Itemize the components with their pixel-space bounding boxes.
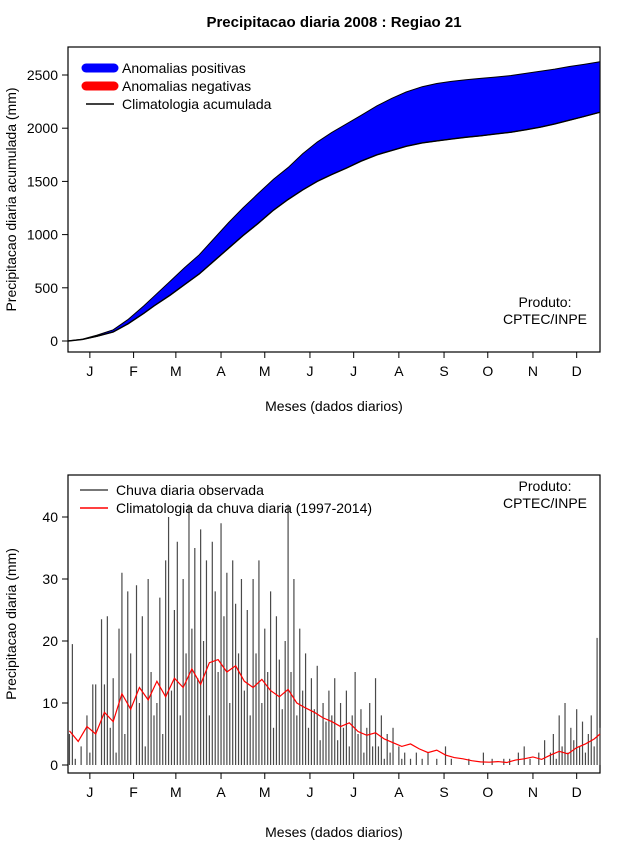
svg-text:D: D (572, 784, 582, 800)
svg-text:F: F (129, 363, 138, 379)
y-axis-title: Precipitacao diaria (mm) (3, 548, 19, 700)
plot-box (67, 474, 601, 774)
svg-text:S: S (439, 784, 448, 800)
chart-title: Precipitacao diaria 2008 : Regiao 21 (206, 14, 462, 31)
svg-text:J: J (306, 784, 313, 800)
svg-text:J: J (86, 363, 93, 379)
svg-text:A: A (216, 363, 226, 379)
svg-text:O: O (482, 363, 493, 379)
daily-rain-bars (68, 504, 601, 765)
svg-text:F: F (129, 784, 138, 800)
svg-text:Precipitacao diaria acumulada: Precipitacao diaria acumulada (mm) (3, 87, 19, 311)
svg-text:J: J (350, 784, 357, 800)
product-annotation: Produto:CPTEC/INPE (503, 294, 587, 327)
legend: Anomalias positivas Anomalias negativas Cl… (81, 60, 272, 112)
legend: Chuva diaria observada Climatologia da ch… (80, 482, 372, 516)
svg-text:Climatologia da chuva diaria (: Climatologia da chuva diaria (1997-2014) (116, 500, 372, 516)
svg-text:1000: 1000 (27, 227, 58, 243)
svg-text:M: M (259, 363, 271, 379)
svg-text:1500: 1500 (27, 173, 58, 189)
y-axis: 0 10 20 30 40 (42, 509, 68, 773)
climatology-accumulated-line (67, 111, 601, 342)
svg-text:A: A (394, 363, 404, 379)
svg-text:CPTEC/INPE: CPTEC/INPE (503, 311, 587, 327)
svg-text:J: J (86, 784, 93, 800)
svg-text:D: D (572, 363, 582, 379)
svg-text:S: S (439, 363, 448, 379)
svg-text:A: A (394, 784, 404, 800)
svg-text:2500: 2500 (27, 67, 58, 83)
svg-text:30: 30 (42, 571, 58, 587)
daily-precipitation-chart: 0 10 20 30 40 Precipitacao diaria (mm) J F M A M J J… (3, 474, 601, 800)
svg-text:0: 0 (50, 333, 58, 349)
cumulative-precipitation-chart: 0 500 1000 1500 2000 2500 Precipitacao diaria … (3, 46, 601, 379)
svg-text:0: 0 (50, 757, 58, 773)
svg-text:A: A (216, 784, 226, 800)
top-x-axis-label: Meses (dados diarios) (265, 398, 403, 414)
plot-box (67, 46, 601, 353)
svg-text:Anomalias positivas: Anomalias positivas (122, 60, 246, 76)
bottom-x-axis-label: Meses (dados diarios) (265, 824, 403, 840)
svg-text:2000: 2000 (27, 120, 58, 136)
svg-text:Produto:: Produto: (519, 294, 572, 310)
svg-text:M: M (259, 784, 271, 800)
svg-text:M: M (170, 363, 182, 379)
svg-text:M: M (170, 784, 182, 800)
daily-climatology-line (68, 658, 601, 764)
y-axis: 0 500 1000 1500 2000 2500 (27, 67, 68, 349)
svg-text:10: 10 (42, 695, 58, 711)
svg-text:500: 500 (35, 280, 59, 296)
svg-text:Climatologia acumulada: Climatologia acumulada (122, 96, 272, 112)
svg-text:O: O (482, 784, 493, 800)
svg-text:Chuva diaria observada: Chuva diaria observada (116, 482, 264, 498)
svg-text:40: 40 (42, 509, 58, 525)
svg-text:Produto:: Produto: (519, 478, 572, 494)
svg-text:N: N (528, 784, 538, 800)
svg-text:Precipitacao diaria (mm): Precipitacao diaria (mm) (3, 548, 19, 700)
product-annotation: Produto:CPTEC/INPE (503, 478, 587, 511)
svg-text:N: N (528, 363, 538, 379)
svg-text:20: 20 (42, 633, 58, 649)
svg-text:J: J (350, 363, 357, 379)
svg-text:J: J (306, 363, 313, 379)
y-axis-title: Precipitacao diaria acumulada (mm) (3, 87, 19, 311)
svg-text:Anomalias negativas: Anomalias negativas (122, 78, 251, 94)
svg-text:CPTEC/INPE: CPTEC/INPE (503, 495, 587, 511)
